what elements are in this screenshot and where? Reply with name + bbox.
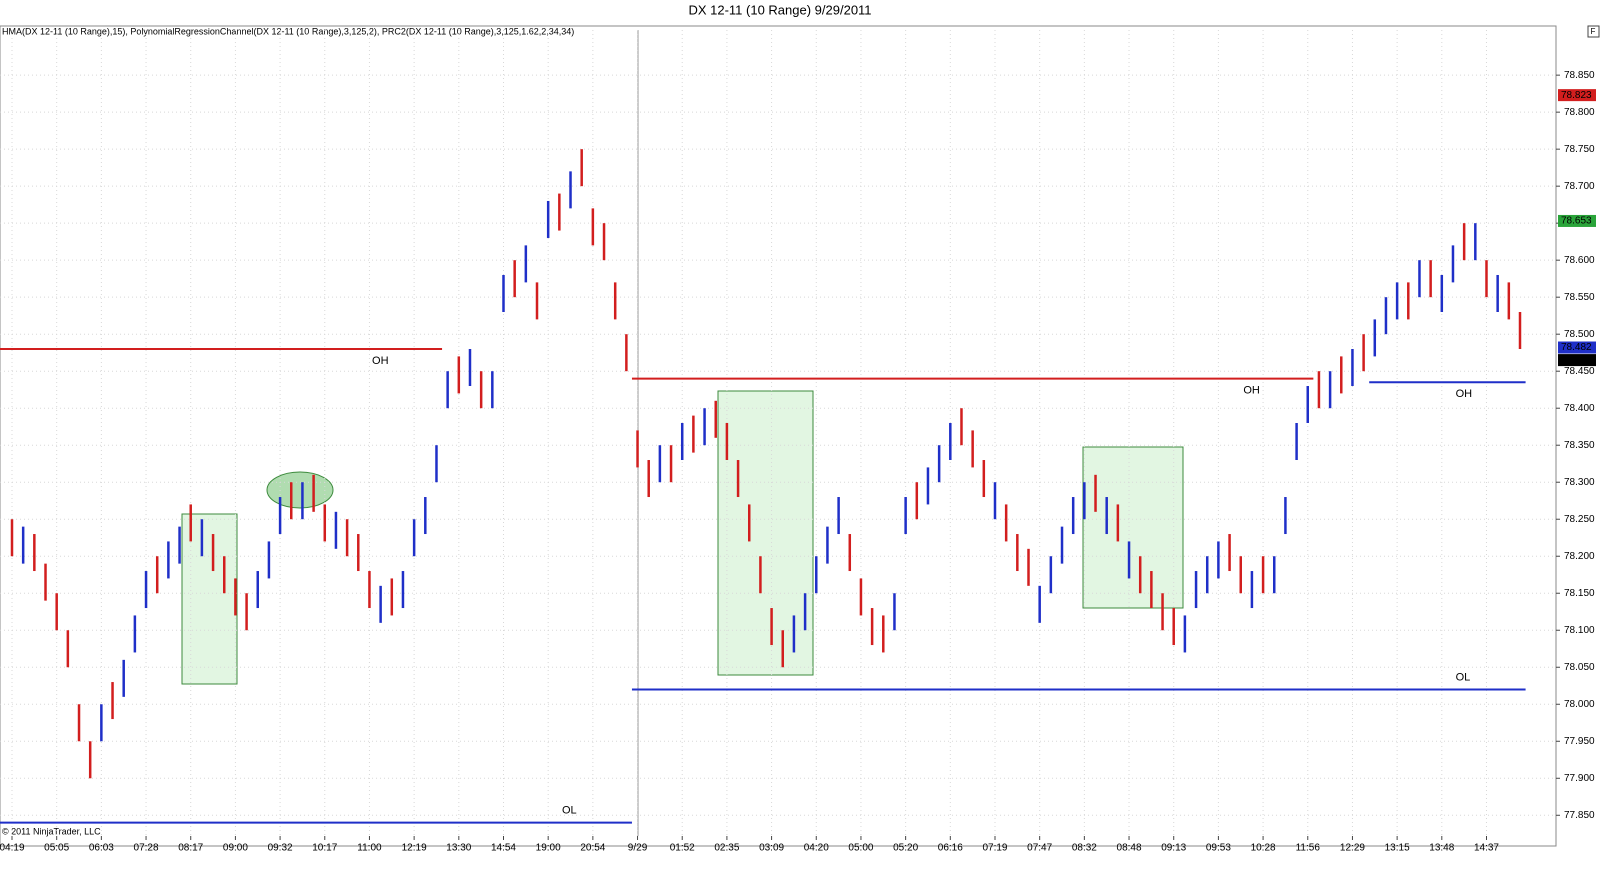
x-tick-label: 09:32 xyxy=(268,843,293,854)
y-tick-label: 77.900 xyxy=(1564,773,1595,784)
x-tick-label: 12:19 xyxy=(402,843,427,854)
corner-button[interactable] xyxy=(1587,25,1600,38)
y-tick-label: 78.100 xyxy=(1564,625,1595,636)
x-tick-label: 09:00 xyxy=(223,843,248,854)
y-tick-label: 78.550 xyxy=(1564,292,1595,303)
level-label: OH xyxy=(372,355,389,367)
price-marker xyxy=(1558,89,1596,102)
x-tick-label: 9/29 xyxy=(628,843,648,854)
x-tick-label: 08:17 xyxy=(178,843,203,854)
y-tick-label: 77.950 xyxy=(1564,736,1595,747)
price-marker xyxy=(1558,341,1596,354)
x-tick-label: 02:35 xyxy=(714,843,739,854)
x-tick-label: 13:48 xyxy=(1429,843,1454,854)
x-tick-label: 09:53 xyxy=(1206,843,1231,854)
price-marker xyxy=(1558,214,1596,227)
x-tick-label: 04:19 xyxy=(0,843,25,854)
price-marker-label: 78.465 xyxy=(1561,355,1592,366)
price-marker-label: 78.482 xyxy=(1561,342,1592,353)
y-tick-label: 78.750 xyxy=(1564,144,1595,155)
y-tick-label: 77.850 xyxy=(1564,810,1595,821)
y-tick-label: 78.150 xyxy=(1564,588,1595,599)
y-tick-label: 78.250 xyxy=(1564,514,1595,525)
y-tick-label: 78.300 xyxy=(1564,477,1595,488)
x-tick-label: 08:48 xyxy=(1117,843,1142,854)
highlight-ellipse xyxy=(266,471,334,509)
x-tick-label: 05:05 xyxy=(44,843,69,854)
y-tick-label: 78.450 xyxy=(1564,366,1595,377)
y-tick-label: 78.050 xyxy=(1564,662,1595,673)
highlight-box xyxy=(717,390,814,676)
copyright: © 2011 NinjaTrader, LLC xyxy=(2,826,101,836)
x-tick-label: 01:52 xyxy=(670,843,695,854)
level-label: OH xyxy=(1456,388,1473,400)
level-label: OL xyxy=(1456,671,1471,683)
x-tick-label: 05:20 xyxy=(893,843,918,854)
x-tick-label: 19:00 xyxy=(536,843,561,854)
level-label: OH xyxy=(1243,385,1260,397)
y-tick-label: 78.700 xyxy=(1564,181,1595,192)
x-tick-label: 14:37 xyxy=(1474,843,1499,854)
x-tick-label: 03:09 xyxy=(759,843,784,854)
x-tick-label: 10:28 xyxy=(1251,843,1276,854)
y-tick-label: 78.850 xyxy=(1564,70,1595,81)
x-tick-label: 12:29 xyxy=(1340,843,1365,854)
corner-button-label[interactable]: F xyxy=(1591,27,1596,36)
y-tick-label: 78.600 xyxy=(1564,255,1595,266)
highlight-box xyxy=(1082,446,1184,609)
y-tick-label: 78.400 xyxy=(1564,403,1595,414)
indicator-label: HMA(DX 12-11 (10 Range),15), PolynomialR… xyxy=(2,26,574,36)
y-tick-label: 78.200 xyxy=(1564,551,1595,562)
y-tick-label: 78.350 xyxy=(1564,440,1595,451)
x-tick-label: 11:00 xyxy=(357,843,382,854)
y-tick-label: 78.800 xyxy=(1564,107,1595,118)
level-label: OL xyxy=(562,805,577,817)
x-tick-label: 13:15 xyxy=(1385,843,1410,854)
price-marker xyxy=(1558,354,1596,367)
x-tick-label: 09:13 xyxy=(1161,843,1186,854)
chart-title: DX 12-11 (10 Range) 9/29/2011 xyxy=(688,2,871,17)
y-tick-label: 78.500 xyxy=(1564,329,1595,340)
x-tick-label: 06:16 xyxy=(938,843,963,854)
x-tick-label: 07:47 xyxy=(1027,843,1052,854)
x-tick-label: 05:00 xyxy=(848,843,873,854)
x-tick-label: 11:56 xyxy=(1296,843,1321,854)
x-tick-label: 14:54 xyxy=(491,843,516,854)
x-tick-label: 07:19 xyxy=(982,843,1007,854)
price-marker-label: 78.653 xyxy=(1561,216,1592,227)
price-marker-label: 78.823 xyxy=(1561,90,1592,101)
x-tick-label: 08:32 xyxy=(1072,843,1097,854)
x-tick-label: 06:03 xyxy=(89,843,114,854)
x-tick-label: 04:20 xyxy=(804,843,829,854)
y-tick-label: 78.000 xyxy=(1564,699,1595,710)
x-tick-label: 20:54 xyxy=(580,843,605,854)
x-tick-label: 13:30 xyxy=(446,843,471,854)
x-tick-label: 07:28 xyxy=(134,843,159,854)
x-tick-label: 10:17 xyxy=(312,843,337,854)
